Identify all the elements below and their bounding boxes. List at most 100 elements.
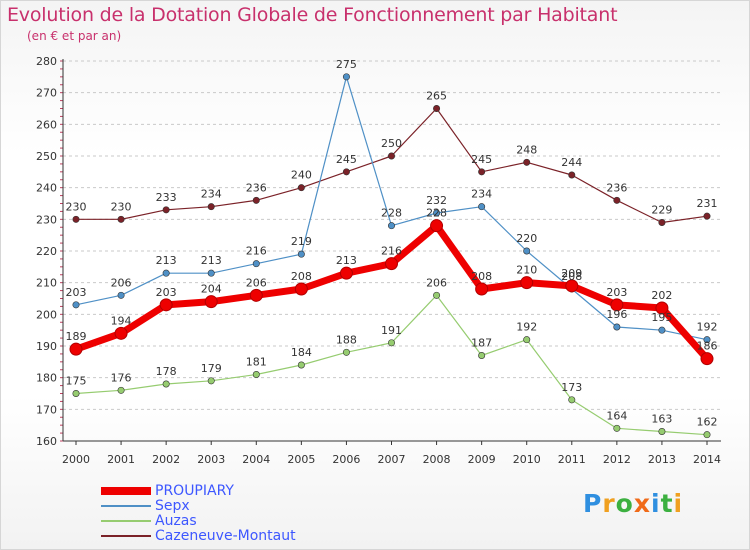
point-cazeneuve-montaut (568, 171, 576, 179)
x-tick-label: 2005 (287, 453, 315, 466)
point-sepx (703, 336, 711, 344)
series-line-cazeneuve-montaut (76, 107, 708, 224)
data-label-proupiary: 208 (291, 270, 312, 283)
point-proupiary (610, 298, 624, 312)
point-auzas (117, 386, 125, 394)
data-label-auzas: 187 (471, 337, 492, 350)
x-tick-label: 2013 (648, 453, 676, 466)
proxiti-logo: Proxiti (583, 489, 684, 518)
data-label-sepx: 216 (246, 245, 267, 258)
data-label-cazeneuve-montaut: 240 (291, 169, 312, 182)
data-label-auzas: 163 (651, 413, 672, 426)
legend: PROUPIARY Sepx Auzas Cazeneuve-Montaut (101, 483, 401, 544)
data-label-sepx: 232 (426, 194, 447, 207)
legend-item-cazeneuve-montaut: Cazeneuve-Montaut (101, 528, 401, 544)
point-auzas (613, 424, 621, 432)
data-label-auzas: 192 (516, 321, 537, 334)
chart-subtitle: (en € et par an) (27, 29, 122, 43)
legend-swatch-sepx (101, 505, 151, 507)
data-label-cazeneuve-montaut: 245 (336, 153, 357, 166)
point-sepx (72, 301, 80, 309)
data-label-proupiary: 189 (66, 330, 87, 343)
legend-label-auzas: Auzas (155, 513, 197, 529)
x-tick-label: 2011 (558, 453, 586, 466)
x-tick-label: 2008 (423, 453, 451, 466)
x-tick-label: 2007 (378, 453, 406, 466)
data-label-proupiary: 209 (561, 267, 582, 280)
x-tick-label: 2006 (332, 453, 360, 466)
point-cazeneuve-montaut (433, 105, 441, 113)
data-label-proupiary: 204 (201, 283, 222, 296)
data-label-cazeneuve-montaut: 236 (606, 181, 627, 194)
series-lines (69, 73, 714, 439)
point-proupiary (475, 282, 489, 296)
x-tick-label: 2001 (107, 453, 135, 466)
point-proupiary (204, 295, 218, 309)
point-cazeneuve-montaut (72, 215, 80, 223)
point-auzas (207, 377, 215, 385)
y-tick-label: 250 (36, 150, 57, 163)
data-label-auzas: 179 (201, 362, 222, 375)
point-proupiary (69, 342, 83, 356)
chart-title: Evolution de la Dotation Globale de Fonc… (7, 4, 618, 26)
legend-swatch-auzas (101, 520, 151, 522)
data-label-sepx: 196 (606, 308, 627, 321)
point-proupiary (430, 219, 444, 233)
legend-label-cazeneuve-montaut: Cazeneuve-Montaut (155, 528, 296, 544)
data-label-proupiary: 208 (471, 270, 492, 283)
legend-label-proupiary: PROUPIARY (155, 483, 234, 499)
y-tick-label: 210 (36, 277, 57, 290)
data-label-cazeneuve-montaut: 248 (516, 143, 537, 156)
data-label-auzas: 162 (697, 416, 718, 429)
legend-item-auzas: Auzas (101, 513, 401, 529)
x-tick-label: 2003 (197, 453, 225, 466)
x-tick-label: 2012 (603, 453, 631, 466)
point-cazeneuve-montaut (207, 203, 215, 211)
data-label-proupiary: 206 (246, 276, 267, 289)
data-label-auzas: 173 (561, 381, 582, 394)
data-label-auzas: 178 (156, 365, 177, 378)
point-proupiary (339, 266, 353, 280)
y-tick-label: 240 (36, 182, 57, 195)
y-tick-label: 190 (36, 340, 57, 353)
y-tick-label: 280 (36, 55, 57, 68)
point-sepx (207, 269, 215, 277)
data-labels: 230 230 233 234 236 240 245 250 265 245 248 244 236 2… (66, 58, 718, 429)
data-label-auzas: 188 (336, 333, 357, 346)
data-label-cazeneuve-montaut: 244 (561, 156, 582, 169)
data-label-auzas: 181 (246, 356, 267, 369)
point-cazeneuve-montaut (523, 158, 531, 166)
point-cazeneuve-montaut (342, 168, 350, 176)
data-label-cazeneuve-montaut: 231 (697, 197, 718, 210)
point-proupiary (565, 279, 579, 293)
point-cazeneuve-montaut (613, 196, 621, 204)
point-sepx (387, 222, 395, 230)
point-auzas (658, 427, 666, 435)
point-auzas (523, 336, 531, 344)
data-label-auzas: 191 (381, 324, 402, 337)
axes: 160 170 180 190 200 210 220 230 240 250 260 270 280 2… (36, 55, 721, 466)
data-label-auzas: 176 (111, 371, 132, 384)
point-cazeneuve-montaut (117, 215, 125, 223)
data-label-sepx: 192 (697, 321, 718, 334)
point-auzas (433, 291, 441, 299)
point-proupiary (114, 326, 128, 340)
point-cazeneuve-montaut (478, 168, 486, 176)
legend-swatch-proupiary (101, 487, 151, 495)
y-tick-label: 260 (36, 118, 57, 131)
y-tick-label: 200 (36, 308, 57, 321)
data-label-cazeneuve-montaut: 245 (471, 153, 492, 166)
data-label-proupiary: 203 (606, 286, 627, 299)
data-label-auzas: 164 (606, 409, 627, 422)
point-auzas (478, 351, 486, 359)
data-label-sepx: 206 (111, 276, 132, 289)
y-tick-label: 180 (36, 372, 57, 385)
data-label-auzas: 184 (291, 346, 312, 359)
point-cazeneuve-montaut (658, 219, 666, 227)
data-label-sepx: 195 (651, 311, 672, 324)
point-sepx (658, 326, 666, 334)
point-proupiary (249, 288, 263, 302)
point-proupiary (520, 276, 534, 290)
